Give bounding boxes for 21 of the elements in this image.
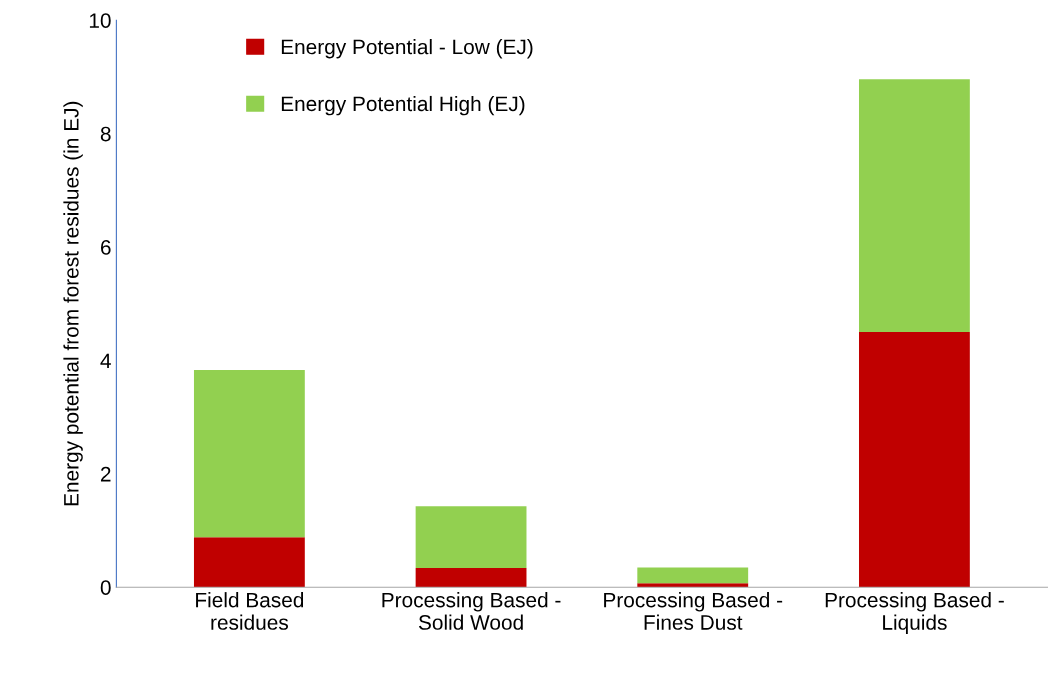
x-tick-label: Processing Based - Solid Wood — [382, 592, 561, 630]
y-tick-label: 10 — [89, 13, 111, 28]
bar — [859, 332, 970, 588]
bar — [637, 567, 749, 584]
y-tick-label: 8 — [100, 126, 111, 142]
y-axis-title: Energy potential from forest residues (in EJ) — [63, 101, 83, 506]
bar — [193, 370, 305, 538]
bar — [415, 567, 527, 588]
y-tick-label: 0 — [100, 580, 111, 595]
bar — [637, 583, 749, 588]
y-tick-label: 2 — [100, 466, 111, 482]
legend-label: Energy Potential High (EJ) — [281, 95, 525, 116]
legend-label: Energy Potential - Low (EJ) — [281, 39, 533, 59]
bar — [193, 537, 305, 588]
x-tick-label: Processing Based - Liquids — [825, 592, 1004, 634]
y-tick-label: 4 — [100, 353, 111, 368]
y-tick-label: 6 — [100, 240, 111, 255]
bar — [859, 79, 970, 333]
x-tick-label: Processing Based - Fines Dust — [604, 592, 783, 630]
bar — [415, 506, 527, 568]
x-tick-label: Field Based residues — [196, 592, 304, 630]
